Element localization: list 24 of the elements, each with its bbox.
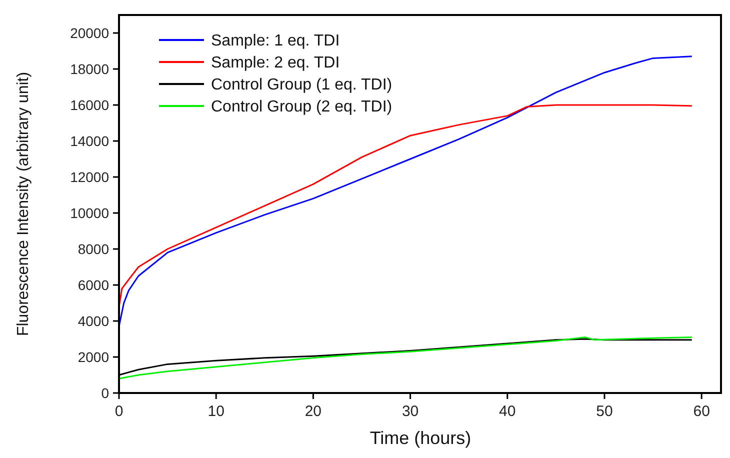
x-tick-label: 30 xyxy=(402,403,419,420)
x-axis-title: Time (hours) xyxy=(370,428,472,448)
x-tick-label: 60 xyxy=(693,403,710,420)
x-tick-label: 0 xyxy=(114,403,124,420)
y-tick-label: 10000 xyxy=(70,204,110,221)
y-tick-label: 2000 xyxy=(78,348,110,365)
legend-label: Control Group (1 eq. TDI) xyxy=(211,76,392,94)
x-tick-label: 10 xyxy=(208,403,224,420)
x-tick-label: 50 xyxy=(596,403,613,420)
y-tick-label: 8000 xyxy=(78,240,110,257)
y-axis-title: Fluorescence Intensity (arbitrary unit) xyxy=(15,72,32,336)
y-tick-label: 14000 xyxy=(70,132,110,149)
x-tick-label: 40 xyxy=(499,403,516,420)
y-tick-label: 12000 xyxy=(70,168,110,185)
y-tick-label: 20000 xyxy=(70,24,110,41)
y-tick-label: 4000 xyxy=(78,312,110,329)
y-tick-label: 18000 xyxy=(70,60,110,77)
y-tick-label: 0 xyxy=(101,384,110,401)
legend-label: Sample: 1 eq. TDI xyxy=(211,32,340,50)
x-tick-label: 20 xyxy=(304,403,322,420)
y-tick-label: 6000 xyxy=(78,276,110,293)
legend-label: Control Group (2 eq. TDI) xyxy=(211,98,392,116)
legend-label: Sample: 2 eq. TDI xyxy=(211,54,340,72)
y-tick-label: 16000 xyxy=(70,96,110,113)
